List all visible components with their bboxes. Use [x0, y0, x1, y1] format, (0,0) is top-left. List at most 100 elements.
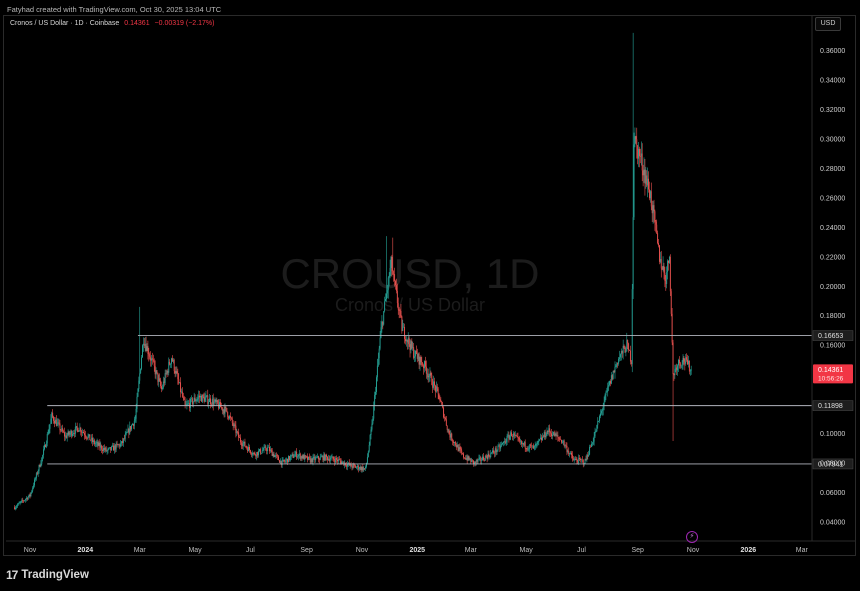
- candle-body: [317, 456, 319, 460]
- candle-body: [370, 429, 372, 436]
- y-tick-label: 0.36000: [820, 48, 845, 55]
- candle-body: [170, 363, 172, 365]
- candle-body: [247, 448, 249, 452]
- candle-body: [567, 451, 569, 452]
- candle-body: [455, 445, 457, 448]
- candle-body: [554, 433, 556, 437]
- candle-body: [443, 407, 445, 418]
- tradingview-logo[interactable]: 17 TradingView: [6, 568, 89, 582]
- candle-body: [582, 459, 584, 464]
- candle-body: [25, 498, 27, 500]
- candle-body: [336, 458, 338, 460]
- candle-body: [681, 364, 683, 366]
- time-axis[interactable]: Nov 2024 Mar May Jul Sep Nov 2025 Mar May Jul Sep No…: [6, 540, 856, 554]
- candle-body: [311, 458, 313, 463]
- candle-body: [240, 442, 242, 446]
- candle-body: [625, 351, 627, 353]
- candle-body: [407, 337, 409, 343]
- candle-body: [541, 437, 542, 441]
- candle-body: [15, 507, 16, 510]
- candle-body: [406, 339, 408, 343]
- candle-body: [122, 441, 123, 443]
- candle-body: [181, 391, 183, 397]
- candle-body: [16, 505, 18, 507]
- candle-body: [82, 431, 84, 433]
- candle-body: [265, 446, 267, 450]
- candle-body: [394, 274, 396, 282]
- candle-body: [483, 459, 485, 461]
- candle-body: [272, 453, 274, 456]
- candle-body: [252, 452, 254, 455]
- candle-body: [106, 450, 108, 452]
- candle-body: [410, 341, 412, 351]
- candle-body: [227, 411, 229, 417]
- y-tick-label: 0.32000: [820, 107, 845, 114]
- candle-body: [87, 435, 89, 439]
- candle-body: [298, 453, 300, 456]
- candle-body: [603, 401, 605, 407]
- candle-body: [489, 456, 491, 458]
- candle-body: [127, 428, 129, 433]
- candle-body: [499, 445, 501, 449]
- candle-body: [71, 431, 73, 436]
- candle-body: [390, 256, 392, 269]
- price-axis[interactable]: 0.04000 0.06000 0.08000 0.10000 0.16000 0.180…: [811, 16, 845, 541]
- candle-body: [444, 417, 446, 420]
- candle-body: [178, 379, 180, 383]
- chart-panel[interactable]: [3, 15, 856, 556]
- candle-body: [670, 291, 672, 314]
- candle-body: [628, 343, 630, 351]
- candle-body: [200, 396, 201, 398]
- candle-body: [281, 460, 283, 466]
- symbol-legend[interactable]: Cronos / US Dollar · 1D · Coinbase 0.143…: [10, 20, 214, 27]
- candle-body: [466, 458, 468, 461]
- candle-body: [587, 455, 589, 457]
- candle-body: [424, 361, 426, 367]
- candle-body: [516, 436, 518, 437]
- candle-body: [80, 427, 82, 433]
- candle-body: [592, 441, 594, 444]
- candle-body: [93, 440, 95, 445]
- candle-body: [176, 371, 178, 374]
- candle-body: [540, 437, 542, 440]
- candle-body: [413, 347, 415, 358]
- candle-body: [331, 456, 333, 458]
- candle-body: [525, 448, 527, 449]
- candle-body: [505, 442, 507, 443]
- candle-body: [386, 290, 388, 294]
- candle-body: [46, 434, 48, 444]
- candle-body: [40, 463, 42, 467]
- candle-body: [584, 459, 586, 464]
- candle-body: [511, 432, 513, 437]
- candle-body: [680, 365, 682, 367]
- candle-body: [102, 449, 104, 451]
- candle-body: [515, 435, 517, 437]
- candle-body: [630, 361, 632, 365]
- candle-body: [152, 359, 154, 361]
- candle-body: [38, 464, 40, 471]
- candle-body: [557, 435, 559, 438]
- candle-body: [596, 425, 598, 432]
- candle-body: [339, 459, 341, 462]
- candle-body: [643, 169, 645, 176]
- x-tick-label: Jul: [577, 547, 586, 554]
- candle-body: [494, 448, 496, 454]
- candle-body: [139, 373, 141, 381]
- candle-body: [371, 423, 373, 430]
- candle-body: [369, 435, 371, 445]
- candle-body: [541, 436, 543, 441]
- candle-body: [142, 343, 144, 346]
- lightning-icon[interactable]: ⚡: [686, 531, 698, 543]
- currency-selector[interactable]: USD: [815, 17, 841, 31]
- candle-body: [381, 321, 383, 328]
- watermark: CROUSD, 1D Cronos / US Dollar: [280, 250, 539, 315]
- candlestick-series: [14, 32, 692, 511]
- candle-body: [58, 422, 60, 424]
- candle-body: [395, 281, 396, 286]
- candle-body: [307, 456, 308, 460]
- candle-body: [20, 501, 22, 503]
- candle-body: [23, 500, 25, 502]
- candle-body: [512, 436, 513, 437]
- candle-body: [364, 468, 366, 469]
